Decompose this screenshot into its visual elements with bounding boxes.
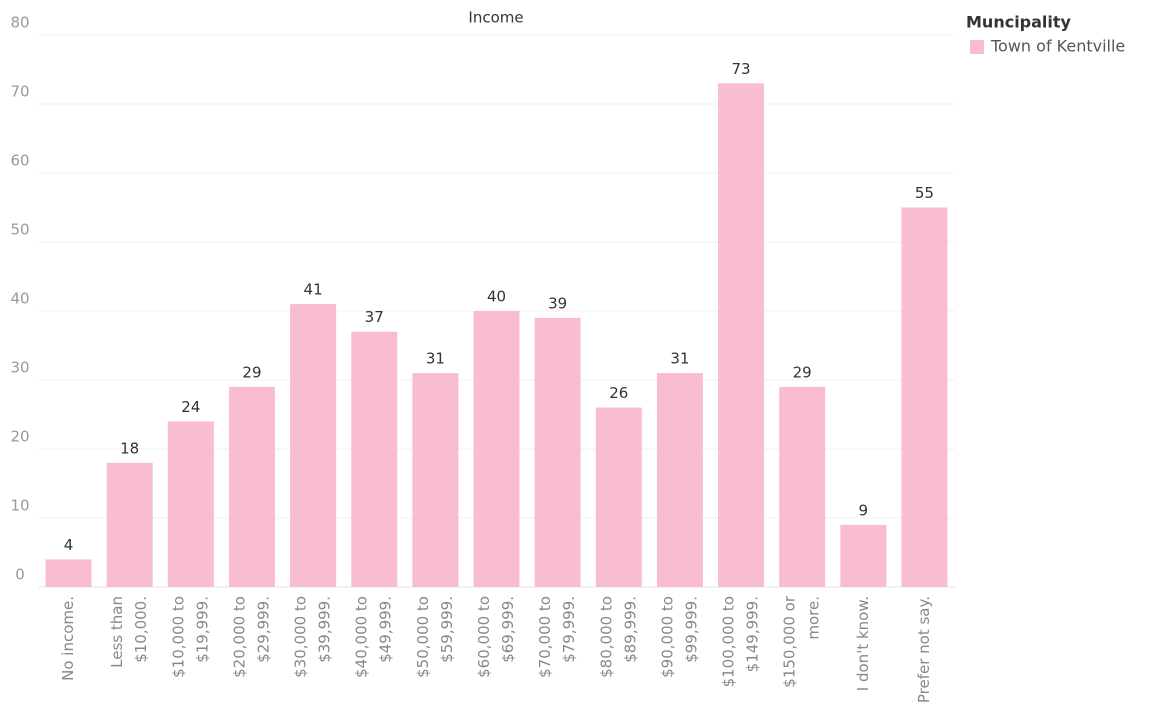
x-tick-label: $149,999. bbox=[744, 596, 762, 672]
value-label: 73 bbox=[731, 60, 750, 78]
x-tick-label: $70,000 to bbox=[536, 596, 554, 678]
value-label: 40 bbox=[487, 288, 506, 306]
value-label: 18 bbox=[120, 439, 139, 457]
bar bbox=[840, 524, 887, 587]
bar bbox=[351, 331, 398, 587]
x-tick-label: $49,999. bbox=[377, 596, 395, 663]
x-tick-label: $10,000 to bbox=[169, 596, 187, 678]
y-tick-label: 40 bbox=[10, 290, 29, 308]
x-tick-label: I don't know. bbox=[854, 596, 872, 691]
bar bbox=[656, 373, 703, 587]
bar bbox=[473, 311, 520, 587]
bar bbox=[106, 462, 153, 587]
x-tick-label: $69,999. bbox=[499, 596, 517, 663]
x-tick-label: $99,999. bbox=[682, 596, 700, 663]
x-tick-label: more. bbox=[805, 596, 823, 640]
bar bbox=[718, 83, 765, 588]
y-tick-label: 80 bbox=[10, 14, 29, 32]
x-tick-label: $20,000 to bbox=[230, 596, 248, 678]
y-tick-label: 60 bbox=[10, 152, 29, 170]
x-tick-label: $39,999. bbox=[316, 596, 334, 663]
legend-title: Muncipality bbox=[966, 13, 1072, 32]
x-tick-label: $150,000 or bbox=[781, 595, 799, 688]
value-label: 37 bbox=[365, 308, 384, 326]
value-label: 39 bbox=[548, 294, 567, 312]
x-tick-label: Less than bbox=[108, 596, 126, 668]
value-label: 26 bbox=[609, 384, 628, 402]
bar bbox=[779, 386, 826, 587]
y-tick-label: 10 bbox=[10, 497, 29, 515]
value-label: 24 bbox=[181, 398, 200, 416]
legend-swatch bbox=[970, 40, 984, 54]
y-tick-label: 30 bbox=[10, 359, 29, 377]
bar bbox=[167, 421, 214, 587]
x-tick-label: $59,999. bbox=[438, 596, 456, 663]
x-tick-label: $80,000 to bbox=[597, 596, 615, 678]
value-label: 29 bbox=[242, 363, 261, 381]
value-label: 31 bbox=[670, 350, 689, 368]
x-tick-label: Prefer not say. bbox=[915, 596, 933, 703]
y-tick-label: 50 bbox=[10, 221, 29, 239]
bar bbox=[901, 207, 948, 587]
bar bbox=[45, 559, 92, 587]
legend-label: Town of Kentville bbox=[990, 37, 1125, 56]
x-tick-label: $29,999. bbox=[254, 596, 272, 663]
bar bbox=[228, 386, 275, 587]
bar bbox=[595, 407, 642, 587]
x-tick-label: $50,000 to bbox=[414, 596, 432, 678]
y-tick-label: 20 bbox=[10, 428, 29, 446]
bar bbox=[534, 317, 581, 587]
value-label: 31 bbox=[426, 350, 445, 368]
x-tick-label: $19,999. bbox=[193, 596, 211, 663]
x-tick-label: $100,000 to bbox=[720, 596, 738, 687]
value-label: 9 bbox=[859, 501, 869, 519]
x-tick-label: $89,999. bbox=[621, 596, 639, 663]
x-tick-label: $10,000. bbox=[132, 596, 150, 663]
x-tick-label: No income. bbox=[59, 596, 77, 681]
value-label: 4 bbox=[64, 536, 74, 554]
x-tick-label: $30,000 to bbox=[292, 596, 310, 678]
value-label: 29 bbox=[793, 363, 812, 381]
value-label: 55 bbox=[915, 184, 934, 202]
y-tick-label: 0 bbox=[15, 566, 25, 584]
x-tick-label: $60,000 to bbox=[475, 596, 493, 678]
value-label: 41 bbox=[304, 281, 323, 299]
x-tick-label: $90,000 to bbox=[658, 596, 676, 678]
y-tick-label: 70 bbox=[10, 83, 29, 101]
x-tick-label: $79,999. bbox=[560, 596, 578, 663]
bar bbox=[290, 304, 337, 587]
x-tick-label: $40,000 to bbox=[353, 596, 371, 678]
bar bbox=[412, 373, 459, 587]
chart-title: Income bbox=[468, 9, 523, 27]
